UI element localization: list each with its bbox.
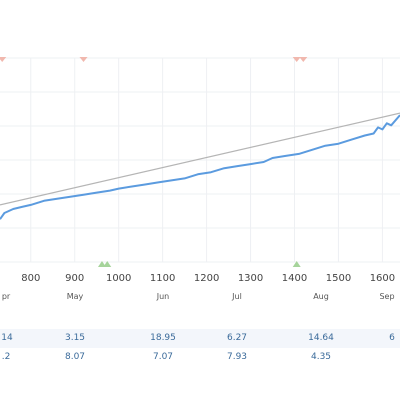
- table-cell: .2: [1, 352, 11, 362]
- table-row: .2 8.07 7.07 7.93 4.35: [0, 348, 400, 367]
- sell-marker-icon: [292, 57, 301, 62]
- month-label: Jun: [156, 292, 170, 301]
- x-tick-label: 1600: [370, 273, 395, 284]
- month-label: pr: [1, 292, 11, 301]
- table-cell: 6: [389, 333, 395, 343]
- trend-line: [0, 112, 400, 206]
- x-tick-label: 1400: [282, 273, 307, 284]
- buy-marker-icon: [103, 261, 112, 267]
- sell-marker-icon: [0, 57, 7, 62]
- x-tick-label: 800: [21, 273, 40, 284]
- table-cell: 6.27: [226, 333, 248, 343]
- sell-marker-icon: [299, 57, 308, 62]
- sell-marker-icon: [79, 57, 88, 62]
- month-label: Aug: [313, 292, 329, 301]
- month-header-row: pr May Jun Jul Aug Sep: [0, 285, 400, 307]
- table-cell: 8.07: [64, 352, 86, 362]
- equity-line: [0, 114, 400, 220]
- x-tick-label: 1300: [238, 273, 263, 284]
- month-label: Jul: [232, 292, 242, 301]
- x-tick-label: 1000: [106, 273, 131, 284]
- table-cell: 4.35: [310, 352, 332, 362]
- buy-marker-icon: [292, 261, 301, 267]
- x-tick-label: 1200: [194, 273, 219, 284]
- table-cell: 7.07: [152, 352, 174, 362]
- x-tick-label: 900: [65, 273, 84, 284]
- buy-marker-icon: [97, 261, 106, 267]
- month-label: May: [66, 292, 84, 301]
- x-tick-label: 1500: [326, 273, 351, 284]
- table-cell: 18.95: [150, 333, 176, 343]
- x-tick-label: 1100: [150, 273, 175, 284]
- table-cell: 14: [1, 333, 13, 343]
- table-cell: 7.93: [226, 352, 248, 362]
- table-row: 14 3.15 18.95 6.27 14.64 6: [0, 329, 400, 348]
- table-cell: 3.15: [64, 333, 86, 343]
- equity-chart: 800 900 1000 1100 1200 1300 1400 1500 1600: [0, 57, 400, 284]
- month-label: Sep: [379, 292, 395, 301]
- table-cell: 14.64: [308, 333, 334, 343]
